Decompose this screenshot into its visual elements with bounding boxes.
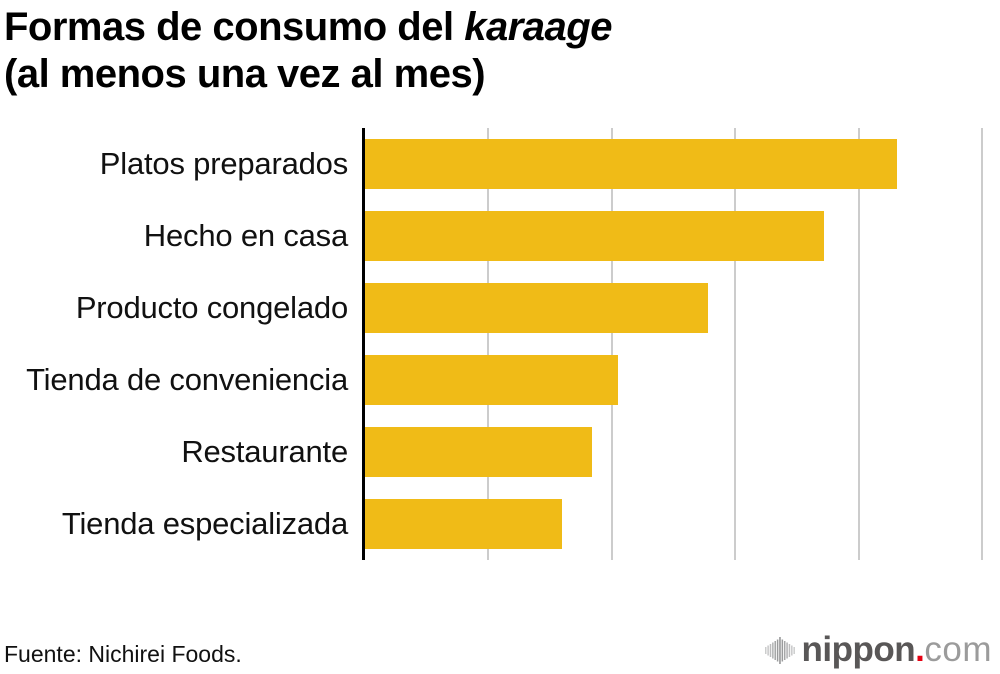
bar-track-tienda-especializada	[362, 499, 982, 549]
footer: Fuente: Nichirei Foods. nippon.com	[4, 630, 992, 670]
logo-dot: .	[915, 630, 925, 669]
bar-track-producto-congelado	[362, 283, 982, 333]
bar-hecho-en-casa	[365, 211, 824, 261]
category-label-restaurante: Restaurante	[181, 434, 348, 469]
bar-chart: Platos preparados Hecho en casa Producto c…	[0, 128, 983, 560]
gridline-40	[857, 128, 860, 560]
page-title: Formas de consumo del karaage (al menos …	[4, 4, 612, 98]
chart-row-tienda-de-conveniencia: Tienda de conveniencia	[0, 344, 982, 416]
bar-track-hecho-en-casa	[362, 211, 982, 261]
logo-text: nippon.com	[802, 630, 992, 670]
title-text: Formas de consumo del	[4, 5, 465, 49]
bar-track-tienda-de-conveniencia	[362, 355, 982, 405]
bar-tienda-de-conveniencia	[365, 355, 618, 405]
gridline-30	[734, 128, 737, 560]
gridline-20	[610, 128, 613, 560]
chart-row-restaurante: Restaurante	[0, 416, 982, 488]
category-label-hecho-en-casa: Hecho en casa	[143, 218, 348, 253]
chart-row-hecho-en-casa: Hecho en casa	[0, 200, 982, 272]
category-label-tienda-de-conveniencia: Tienda de conveniencia	[26, 362, 348, 397]
bar-track-platos-preparados	[362, 139, 982, 189]
source-note: Fuente: Nichirei Foods.	[4, 641, 242, 667]
bar-track-restaurante	[362, 427, 982, 477]
title-italic-word: karaage	[464, 5, 612, 49]
bar-producto-congelado	[365, 283, 709, 333]
plot-gridlines	[362, 128, 983, 560]
bar-tienda-especializada	[365, 499, 563, 549]
chart-row-producto-congelado: Producto congelado	[0, 272, 982, 344]
nippon-logo: nippon.com	[764, 630, 992, 670]
bar-restaurante	[365, 427, 592, 477]
soundwave-bars-icon	[764, 636, 795, 664]
title-line-1: Formas de consumo del karaage	[4, 4, 612, 51]
category-label-tienda-especializada: Tienda especializada	[61, 506, 348, 541]
gridline-50	[981, 128, 983, 560]
chart-row-platos-preparados: Platos preparados	[0, 128, 982, 200]
logo-main-text: nippon	[801, 630, 916, 669]
category-label-producto-congelado: Producto congelado	[75, 290, 348, 325]
category-label-platos-preparados: Platos preparados	[99, 146, 348, 181]
chart-rows: Platos preparados Hecho en casa Producto c…	[0, 128, 982, 560]
title-line-2: (al menos una vez al mes)	[4, 52, 486, 96]
logo-tld-text: com	[924, 630, 992, 669]
gridline-10	[487, 128, 490, 560]
chart-row-tienda-especializada: Tienda especializada	[0, 488, 982, 560]
bar-platos-preparados	[365, 139, 897, 189]
